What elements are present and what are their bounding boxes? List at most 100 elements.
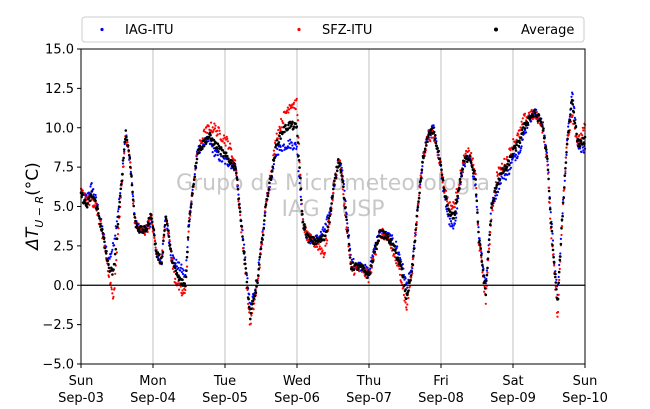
data-point [185, 269, 188, 273]
data-point [132, 195, 135, 198]
data-point [81, 193, 84, 196]
data-point [108, 257, 111, 260]
data-point [151, 223, 154, 226]
data-point [278, 148, 281, 152]
data-point [565, 146, 568, 149]
data-point [542, 127, 545, 130]
data-point [416, 209, 419, 212]
data-point [428, 133, 432, 136]
data-point [117, 207, 120, 211]
data-point [184, 288, 187, 292]
data-point [557, 293, 560, 296]
data-point [412, 247, 416, 250]
data-point [514, 153, 518, 156]
data-point [181, 272, 185, 276]
data-point [315, 242, 318, 245]
data-point [547, 189, 551, 193]
data-point [254, 291, 258, 295]
data-point [550, 229, 554, 233]
data-point [533, 111, 537, 115]
data-point [348, 253, 351, 256]
data-point [206, 131, 209, 134]
data-point [116, 225, 119, 229]
data-point [520, 145, 523, 148]
data-point [263, 210, 266, 213]
data-point [487, 238, 491, 242]
data-point [221, 140, 224, 143]
x-tick-label-date: Sep-10 [562, 391, 608, 406]
x-tick-label-date: Sep-07 [346, 391, 392, 406]
data-point [536, 121, 540, 125]
data-point [149, 213, 153, 216]
data-point [440, 173, 444, 176]
data-point [563, 174, 567, 177]
data-point [517, 133, 520, 136]
data-point [565, 142, 569, 146]
data-point [552, 260, 556, 264]
data-point [506, 173, 509, 176]
data-point [326, 239, 329, 242]
data-point [496, 182, 500, 186]
data-point [180, 271, 183, 274]
data-point [141, 231, 145, 234]
data-point [514, 159, 517, 162]
data-point [178, 288, 181, 291]
data-point [298, 166, 301, 169]
data-point [554, 270, 557, 273]
data-point [448, 210, 452, 213]
data-point [116, 210, 120, 213]
y-axis: −5.0 −2.5 0.0 2.5 5.0 7.5 10.0 12.5 15.0 [42, 43, 81, 373]
data-point [282, 143, 285, 146]
data-point [259, 247, 263, 251]
data-point [104, 249, 107, 253]
data-point [97, 212, 100, 215]
data-point [103, 246, 107, 250]
data-point [514, 146, 517, 150]
data-point [85, 205, 89, 209]
data-point [561, 212, 564, 215]
data-point [291, 120, 294, 124]
data-point [107, 262, 110, 266]
data-point [492, 197, 496, 200]
data-point [341, 188, 344, 191]
data-point [455, 212, 458, 215]
data-point [226, 137, 229, 140]
data-point [175, 258, 178, 261]
data-point [254, 289, 257, 292]
data-point [249, 317, 252, 321]
data-point [267, 188, 271, 191]
data-point [229, 161, 233, 165]
data-point [294, 108, 297, 111]
data-point [224, 162, 227, 165]
data-point [179, 266, 182, 269]
data-point [349, 262, 353, 266]
data-point [217, 150, 220, 153]
data-point [449, 225, 452, 228]
data-point [552, 255, 555, 259]
data-point [111, 273, 114, 276]
data-point [551, 248, 555, 252]
data-point [290, 141, 293, 144]
data-point [417, 196, 421, 200]
data-point [467, 147, 470, 150]
data-point [523, 127, 527, 130]
data-point [486, 266, 489, 270]
data-point [343, 202, 346, 205]
data-point [516, 155, 519, 158]
data-point [211, 151, 214, 154]
data-point [432, 124, 435, 127]
data-point [485, 277, 488, 280]
data-point [300, 198, 303, 202]
data-point [543, 134, 546, 137]
data-point [303, 225, 307, 229]
data-point [243, 243, 246, 246]
data-point [489, 212, 492, 215]
data-point [358, 270, 361, 273]
data-point [341, 176, 344, 179]
data-point [210, 139, 213, 142]
data-point [550, 237, 553, 240]
data-point [360, 270, 363, 273]
data-point [366, 266, 369, 269]
watermark-line-2: IAG / USP [282, 197, 385, 222]
data-point [500, 162, 504, 165]
